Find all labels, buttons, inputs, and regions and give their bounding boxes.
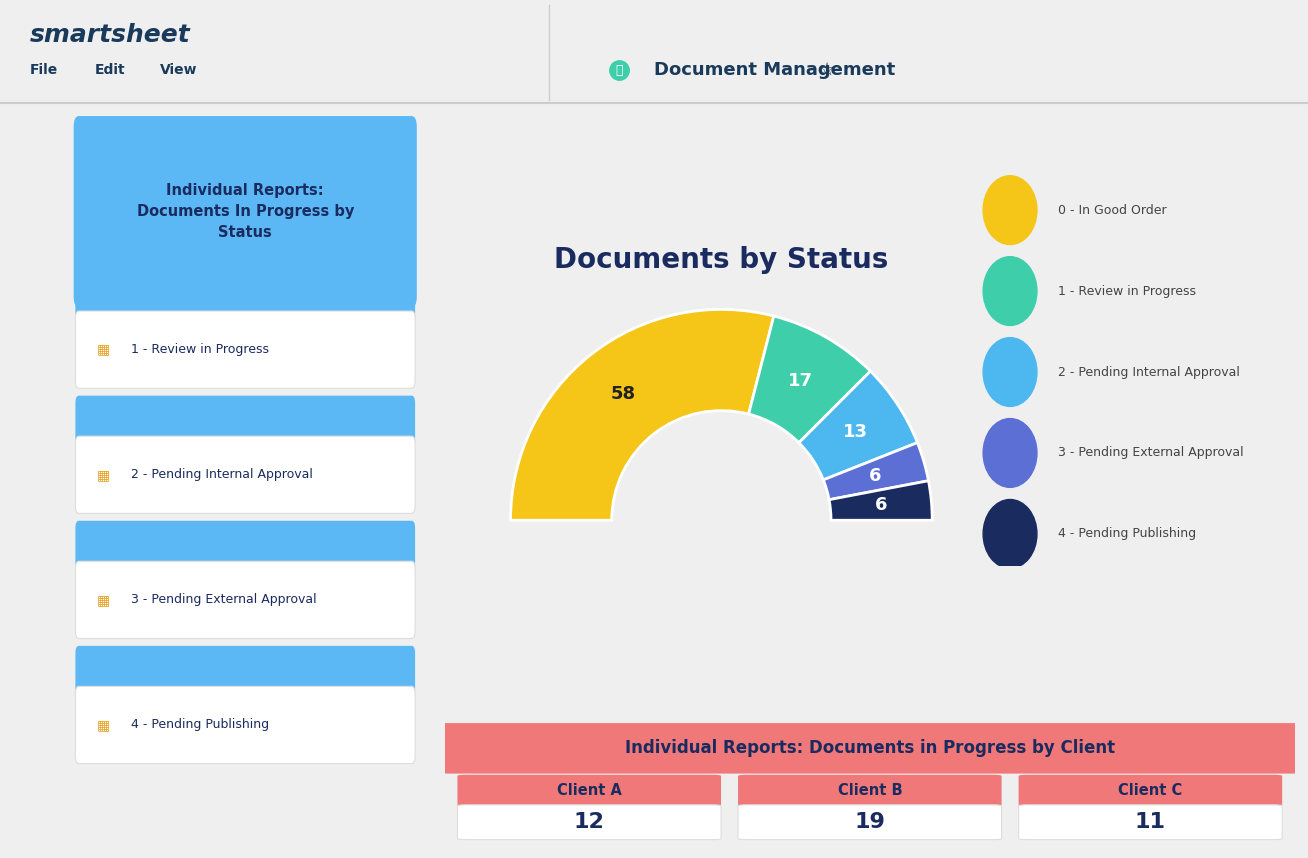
Text: 17: 17: [789, 372, 814, 390]
Text: 2 - Pending Internal Approval: 2 - Pending Internal Approval: [1057, 366, 1240, 378]
Circle shape: [984, 176, 1037, 245]
Text: Individual Reports: Documents in Progress by Client: Individual Reports: Documents in Progres…: [625, 740, 1114, 758]
Text: 1 - Review in Progress: 1 - Review in Progress: [1057, 285, 1196, 298]
FancyBboxPatch shape: [458, 775, 721, 806]
Text: 19: 19: [854, 813, 886, 832]
Wedge shape: [823, 443, 929, 499]
Text: smartsheet: smartsheet: [30, 23, 191, 47]
Text: 6: 6: [869, 467, 882, 485]
Text: 2 - Pending Internal Approval: 2 - Pending Internal Approval: [131, 468, 313, 481]
FancyBboxPatch shape: [1019, 805, 1282, 840]
Wedge shape: [829, 480, 933, 520]
Wedge shape: [510, 310, 774, 520]
Text: 4 - Pending Publishing: 4 - Pending Publishing: [1057, 528, 1196, 541]
Text: 13: 13: [842, 423, 867, 441]
FancyBboxPatch shape: [76, 311, 415, 389]
Text: File: File: [30, 63, 59, 77]
Wedge shape: [748, 316, 870, 443]
Text: Documents by Status: Documents by Status: [555, 246, 888, 275]
Text: 🕐: 🕐: [615, 63, 623, 76]
Circle shape: [984, 337, 1037, 407]
Text: Client B: Client B: [837, 782, 903, 798]
Text: Client A: Client A: [557, 782, 621, 798]
Text: View: View: [160, 63, 198, 77]
FancyBboxPatch shape: [76, 646, 415, 701]
Text: 3 - Pending External Approval: 3 - Pending External Approval: [1057, 446, 1243, 460]
FancyBboxPatch shape: [76, 436, 415, 513]
Text: Document Management: Document Management: [654, 61, 895, 79]
Text: Individual Reports:
Documents In Progress by
Status: Individual Reports: Documents In Progres…: [136, 184, 354, 240]
FancyBboxPatch shape: [76, 561, 415, 638]
Text: ▦: ▦: [97, 468, 110, 481]
Circle shape: [984, 257, 1037, 325]
Text: ▦: ▦: [97, 593, 110, 607]
Text: 6: 6: [875, 496, 887, 514]
FancyBboxPatch shape: [428, 723, 1308, 774]
Text: 1 - Review in Progress: 1 - Review in Progress: [131, 343, 269, 356]
FancyBboxPatch shape: [76, 270, 415, 326]
Text: 58: 58: [611, 384, 636, 402]
Text: 12: 12: [574, 813, 604, 832]
FancyBboxPatch shape: [458, 805, 721, 840]
FancyBboxPatch shape: [738, 805, 1002, 840]
Circle shape: [984, 419, 1037, 487]
FancyBboxPatch shape: [76, 396, 415, 450]
FancyBboxPatch shape: [76, 686, 415, 764]
FancyBboxPatch shape: [738, 775, 1002, 806]
Text: ▦: ▦: [97, 718, 110, 732]
Text: ☆: ☆: [819, 61, 835, 79]
Text: 4 - Pending Publishing: 4 - Pending Publishing: [131, 718, 269, 732]
Text: 3 - Pending External Approval: 3 - Pending External Approval: [131, 594, 317, 607]
Text: 0 - In Good Order: 0 - In Good Order: [1057, 203, 1167, 216]
Text: Client C: Client C: [1118, 782, 1182, 798]
Text: ▦: ▦: [97, 342, 110, 357]
FancyBboxPatch shape: [76, 521, 415, 576]
Wedge shape: [799, 372, 917, 480]
Text: 11: 11: [1135, 813, 1165, 832]
Text: Edit: Edit: [95, 63, 126, 77]
FancyBboxPatch shape: [1019, 775, 1282, 806]
FancyBboxPatch shape: [73, 116, 417, 307]
Circle shape: [984, 499, 1037, 568]
